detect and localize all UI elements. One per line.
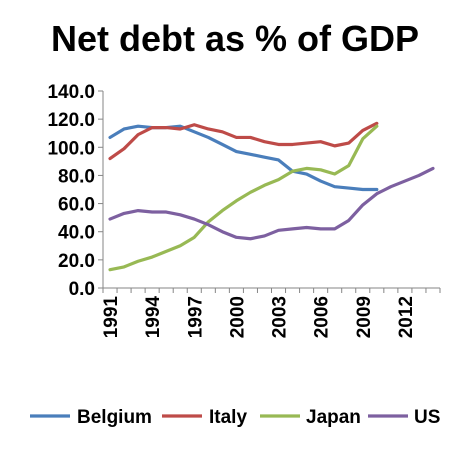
x-tick-label: 2006 xyxy=(312,296,333,338)
x-tick-label: 1991 xyxy=(101,296,122,339)
series-line-italy xyxy=(108,121,379,161)
y-tick-label: 100.0 xyxy=(47,138,95,159)
legend-label-italy: Italy xyxy=(209,407,247,428)
y-tick-label: 0.0 xyxy=(69,279,95,300)
series-line-belgium xyxy=(108,124,379,192)
legend: Belgium Italy Japan US xyxy=(30,407,440,428)
x-tick-label: 2012 xyxy=(396,296,417,338)
y-tick-label: 20.0 xyxy=(58,251,95,272)
chart-title: Net debt as % of GDP xyxy=(50,18,420,59)
series-lines xyxy=(108,121,435,272)
x-tick-label: 2003 xyxy=(270,296,291,338)
legend-label-us: US xyxy=(414,407,440,428)
x-tick-label: 1994 xyxy=(143,296,164,339)
x-tick-label: 2009 xyxy=(354,296,375,338)
series-line-japan xyxy=(108,124,379,272)
y-tick-label: 120.0 xyxy=(47,110,95,131)
x-tick-label: 2000 xyxy=(227,296,248,338)
y-tick-label: 60.0 xyxy=(58,195,95,216)
x-tick-label: 1997 xyxy=(185,296,206,338)
y-tick-label: 140.0 xyxy=(47,82,95,103)
y-axis: 0.0 20.0 40.0 60.0 80.0 100.0 120.0 140.0 xyxy=(47,82,104,300)
series-line-us xyxy=(108,166,435,241)
x-axis: 1991 1994 1997 2000 2003 2006 2009 2012 xyxy=(101,287,441,339)
legend-label-japan: Japan xyxy=(306,407,361,428)
legend-label-belgium: Belgium xyxy=(77,407,152,428)
y-tick-label: 40.0 xyxy=(58,223,95,244)
y-tick-label: 80.0 xyxy=(58,166,95,187)
